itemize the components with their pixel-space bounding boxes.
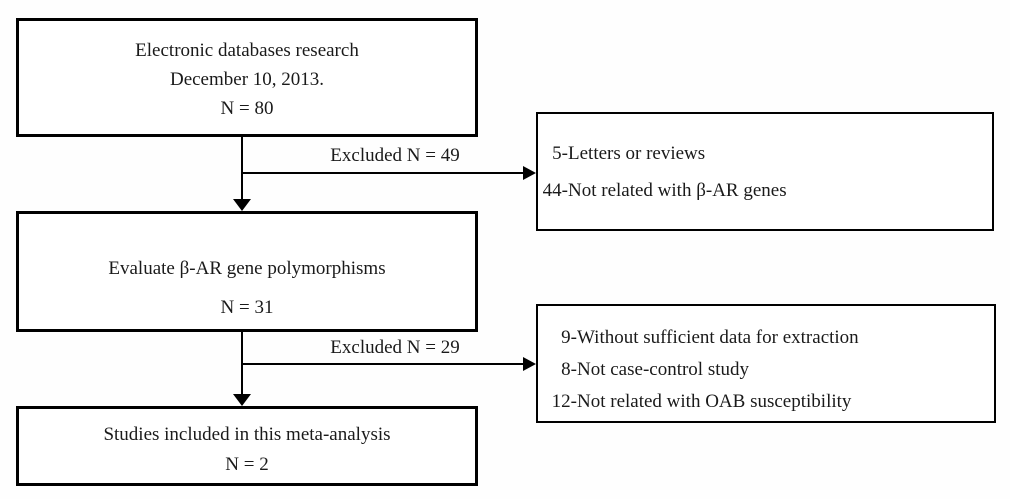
flow-box-evaluate-polymorphisms: Evaluate β-AR gene polymorphisms N = 31 <box>16 211 478 332</box>
exclusion-item-text: Not related with OAB susceptibility <box>577 391 852 412</box>
box-line: Studies included in this meta-analysis <box>103 424 391 445</box>
arrow-down-2 <box>233 332 251 406</box>
box-line: Electronic databases research <box>135 40 359 61</box>
box-line: N = 31 <box>220 297 274 318</box>
excluded-label-1: Excluded N = 49 <box>330 145 460 166</box>
excluded-label-2: Excluded N = 29 <box>330 337 460 358</box>
exclusion-box-letters-reviews: 5-Letters or reviews 44-Not related with… <box>536 112 994 231</box>
box-line: N = 80 <box>220 98 274 119</box>
exclusion-item-count: 9- <box>561 327 577 348</box>
exclusion-item-text: Not case-control study <box>577 359 750 380</box>
exclusion-item: 9-Without sufficient data for extraction <box>538 324 859 352</box>
exclusion-item-count: 5- <box>552 143 568 164</box>
exclusion-item-text: Letters or reviews <box>568 143 706 164</box>
exclusion-item-count: 44- <box>542 180 568 201</box>
exclusion-item: 5-Letters or reviews <box>538 140 705 168</box>
exclusion-item-text: Not related with β-AR genes <box>568 180 787 201</box>
exclusion-item: 44-Not related with β-AR genes <box>538 177 787 205</box>
arrow-right-2 <box>242 357 536 371</box>
exclusion-box-data-extraction: 9-Without sufficient data for extraction… <box>536 304 996 423</box>
box-line: N = 2 <box>225 454 269 475</box>
box-line: Evaluate β-AR gene polymorphisms <box>108 258 386 279</box>
arrow-down-1 <box>233 137 251 211</box>
flow-box-database-search: Electronic databases research December 1… <box>16 18 478 137</box>
exclusion-item-text: Without sufficient data for extraction <box>577 327 859 348</box>
exclusion-item-count: 12- <box>551 391 577 412</box>
exclusion-item: 12-Not related with OAB susceptibility <box>538 388 852 416</box>
box-line: December 10, 2013. <box>169 69 325 90</box>
flow-box-studies-included: Studies included in this meta-analysis N… <box>16 406 478 486</box>
arrow-right-1 <box>242 166 536 180</box>
exclusion-item-count: 8- <box>561 359 577 380</box>
exclusion-item: 8-Not case-control study <box>538 356 749 384</box>
